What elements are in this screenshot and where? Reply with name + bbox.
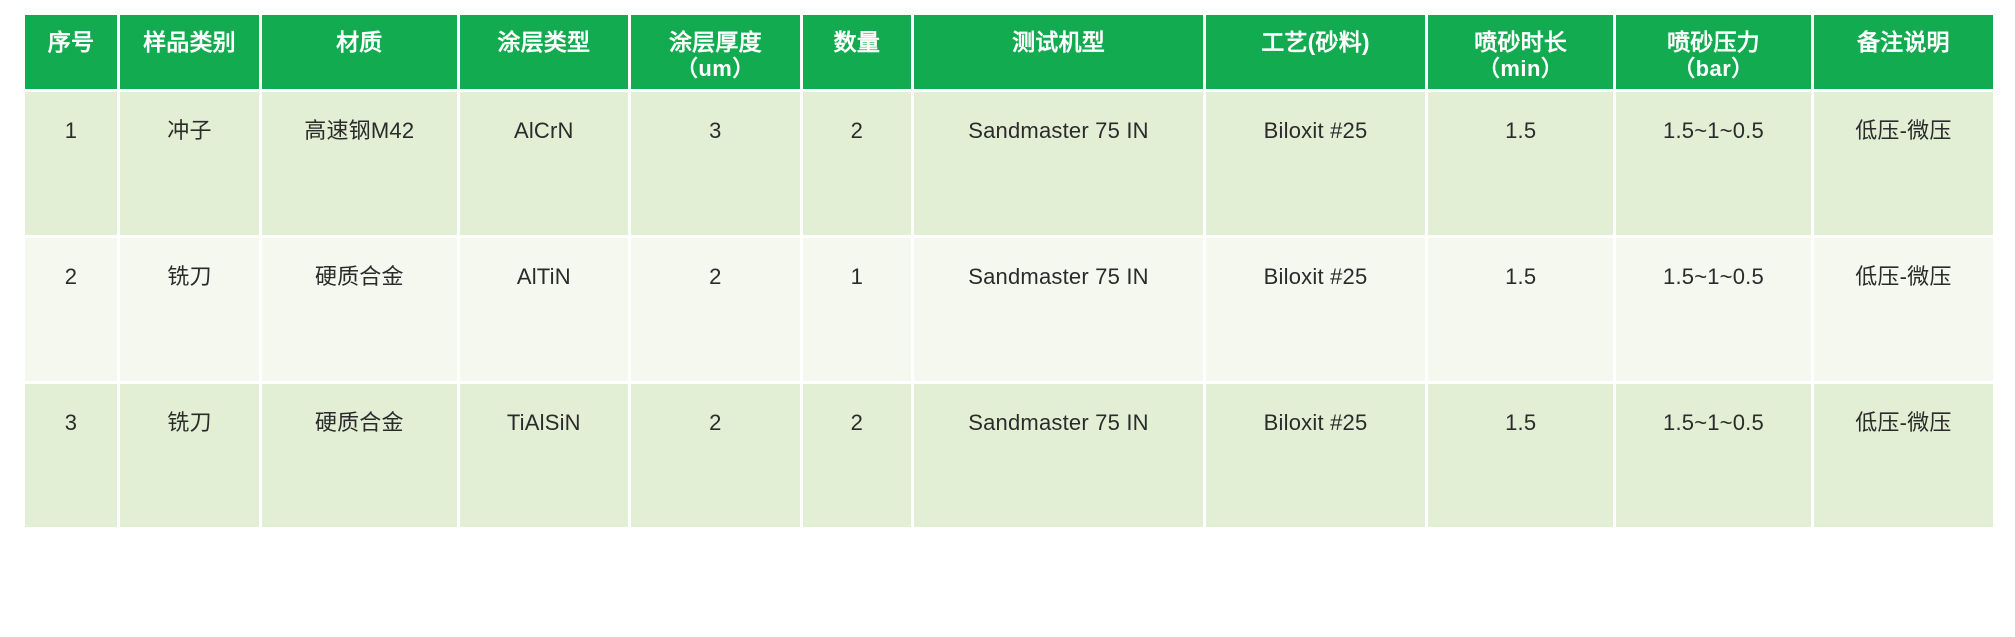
table-header: 序号 样品类别 材质 涂层类型 涂层厚度 （um） 数量 — [25, 15, 1993, 89]
column-header-process-media[interactable]: 工艺(砂料) — [1205, 15, 1426, 89]
header-row: 序号 样品类别 材质 涂层类型 涂层厚度 （um） 数量 — [25, 15, 1993, 89]
column-header-test-machine-label: 测试机型 — [1012, 29, 1105, 55]
cell-blast-time: 1.5 — [1428, 92, 1614, 235]
column-header-seq[interactable]: 序号 — [25, 15, 117, 89]
cell-remark: 低压-微压 — [1813, 92, 1993, 235]
table-row[interactable]: 3 铣刀 硬质合金 TiAlSiN 2 2 Sandmaster 75 IN B… — [25, 384, 1993, 527]
cell-process-media: Biloxit #25 — [1205, 384, 1426, 527]
cell-test-machine: Sandmaster 75 IN — [914, 238, 1203, 381]
cell-sample-category: 冲子 — [119, 92, 260, 235]
table-body: 1 冲子 高速钢M42 AlCrN 3 2 Sandmaster 75 IN B… — [25, 92, 1993, 527]
cell-process-media: Biloxit #25 — [1205, 238, 1426, 381]
column-header-coating-thickness-label: 涂层厚度 — [668, 29, 762, 55]
column-header-test-machine[interactable]: 测试机型 — [914, 15, 1203, 89]
cell-material: 硬质合金 — [262, 384, 457, 527]
column-header-coating-type[interactable]: 涂层类型 — [459, 15, 629, 89]
cell-test-machine: Sandmaster 75 IN — [914, 92, 1203, 235]
spec-table-container: 序号 样品类别 材质 涂层类型 涂层厚度 （um） 数量 — [22, 12, 1996, 530]
column-header-blast-time-unit: （min） — [1477, 56, 1564, 82]
cell-blast-time: 1.5 — [1428, 238, 1614, 381]
cell-coating-thickness: 2 — [631, 384, 800, 527]
cell-blast-pressure: 1.5~1~0.5 — [1616, 92, 1811, 235]
column-header-blast-time-label: 喷砂时长 — [1474, 29, 1568, 55]
cell-material: 硬质合金 — [262, 238, 457, 381]
table-row[interactable]: 1 冲子 高速钢M42 AlCrN 3 2 Sandmaster 75 IN B… — [25, 92, 1993, 235]
cell-remark: 低压-微压 — [1813, 384, 1993, 527]
cell-quantity: 2 — [802, 384, 912, 527]
cell-process-media: Biloxit #25 — [1205, 92, 1426, 235]
cell-coating-type: TiAlSiN — [459, 384, 629, 527]
column-header-material-label: 材质 — [336, 29, 383, 55]
cell-quantity: 1 — [802, 238, 912, 381]
sandblast-spec-table: 序号 样品类别 材质 涂层类型 涂层厚度 （um） 数量 — [22, 12, 1996, 530]
column-header-remark[interactable]: 备注说明 — [1813, 15, 1993, 89]
column-header-blast-pressure-unit: （bar） — [1673, 56, 1754, 82]
column-header-coating-type-label: 涂层类型 — [497, 29, 591, 55]
column-header-coating-thickness[interactable]: 涂层厚度 （um） — [631, 15, 800, 89]
cell-remark: 低压-微压 — [1813, 238, 1993, 381]
column-header-quantity-label: 数量 — [833, 29, 881, 55]
cell-test-machine: Sandmaster 75 IN — [914, 384, 1203, 527]
cell-sample-category: 铣刀 — [119, 238, 260, 381]
table-row[interactable]: 2 铣刀 硬质合金 AlTiN 2 1 Sandmaster 75 IN Bil… — [25, 238, 1993, 381]
column-header-quantity[interactable]: 数量 — [802, 15, 912, 89]
cell-material: 高速钢M42 — [262, 92, 457, 235]
column-header-seq-label: 序号 — [47, 29, 95, 55]
column-header-remark-label: 备注说明 — [1856, 29, 1950, 55]
cell-blast-pressure: 1.5~1~0.5 — [1616, 384, 1811, 527]
cell-seq: 3 — [25, 384, 117, 527]
cell-blast-pressure: 1.5~1~0.5 — [1616, 238, 1811, 381]
column-header-sample-category[interactable]: 样品类别 — [119, 15, 260, 89]
column-header-material[interactable]: 材质 — [262, 15, 457, 89]
cell-coating-type: AlCrN — [459, 92, 629, 235]
column-header-blast-pressure[interactable]: 喷砂压力 （bar） — [1616, 15, 1811, 89]
column-header-process-media-label: 工艺(砂料) — [1261, 29, 1370, 55]
cell-coating-type: AlTiN — [459, 238, 629, 381]
cell-blast-time: 1.5 — [1428, 384, 1614, 527]
column-header-blast-pressure-label: 喷砂压力 — [1667, 29, 1760, 55]
cell-coating-thickness: 2 — [631, 238, 800, 381]
cell-seq: 2 — [25, 238, 117, 381]
cell-quantity: 2 — [802, 92, 912, 235]
cell-coating-thickness: 3 — [631, 92, 800, 235]
cell-sample-category: 铣刀 — [119, 384, 260, 527]
column-header-coating-thickness-unit: （um） — [675, 56, 755, 82]
cell-seq: 1 — [25, 92, 117, 235]
column-header-sample-category-label: 样品类别 — [143, 29, 236, 55]
column-header-blast-time[interactable]: 喷砂时长 （min） — [1428, 15, 1614, 89]
